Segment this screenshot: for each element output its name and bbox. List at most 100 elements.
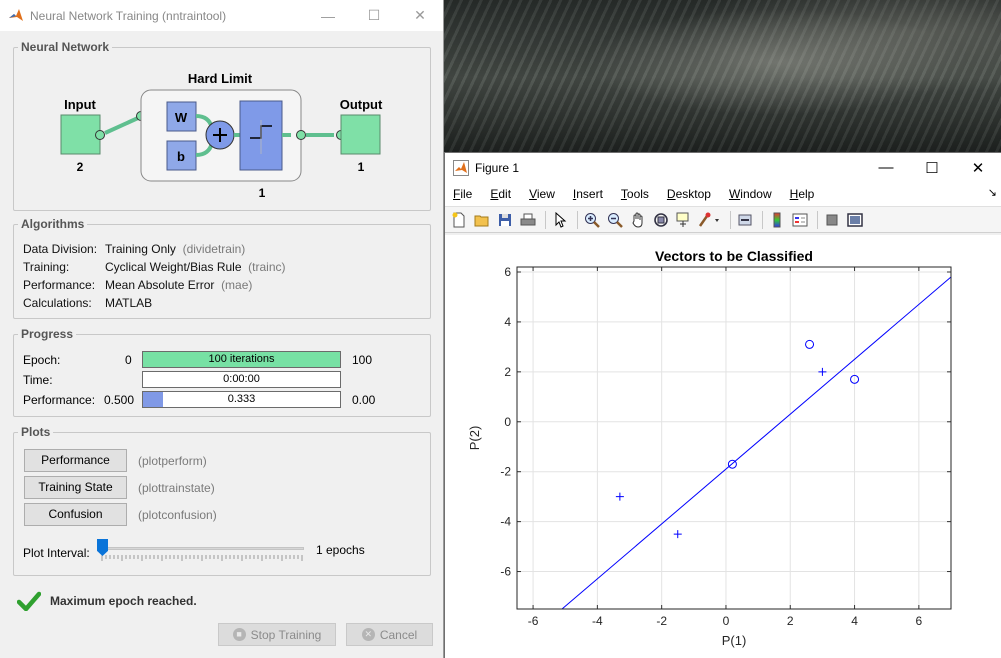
link-plot-icon[interactable]: [735, 210, 755, 230]
y-tick-label: 2: [504, 365, 511, 379]
time-bar: 0:00:00: [142, 371, 341, 388]
x-tick-label: 4: [851, 614, 858, 628]
plot-performance-button[interactable]: Performance: [24, 449, 127, 472]
row-value: Mean Absolute Error: [105, 278, 215, 292]
x-tick-label: 2: [787, 614, 794, 628]
weight-label: W: [175, 110, 188, 125]
toolbar-separator: [762, 210, 763, 229]
decision-boundary-line: [561, 276, 951, 609]
data-cursor-icon[interactable]: [674, 210, 694, 230]
chart-title: Vectors to be Classified: [655, 248, 813, 264]
menu-file[interactable]: File: [453, 187, 473, 201]
output-label: Output: [340, 97, 383, 112]
plot-interval-label: Plot Interval:: [23, 546, 90, 560]
performance-progress-fill: [143, 392, 163, 407]
maximize-button[interactable]: ☐: [367, 7, 381, 23]
brush-icon[interactable]: [697, 210, 723, 230]
plot-area: -6 -4 -2 0 2 4 6 -6 -4 -2 0 2 4 6 Vectors to be Classi…: [445, 235, 1001, 658]
epoch-start: 0: [125, 353, 132, 367]
toolbar-separator: [545, 210, 546, 229]
axes-box: [516, 266, 952, 610]
edit-plot-icon[interactable]: [550, 210, 570, 230]
toolbar-separator: [577, 210, 578, 229]
menu-desktop[interactable]: Desktop: [666, 187, 711, 201]
data-point-circle: [727, 459, 737, 469]
progress-group: Progress Epoch: 0 100 iterations 100 Tim…: [13, 327, 431, 417]
print-icon[interactable]: [518, 210, 538, 230]
window-title: Neural Network Training (nntraintool): [30, 8, 227, 23]
insert-colorbar-icon[interactable]: [767, 210, 787, 230]
plus-icon: [213, 128, 227, 142]
close-button[interactable]: ✕: [414, 7, 426, 23]
matlab-icon: [9, 8, 23, 21]
algorithm-row-division: Data Division: Training Only (dividetrai…: [23, 242, 245, 256]
y-tick-label: 4: [504, 315, 511, 329]
cancel-button[interactable]: ✕ Cancel: [346, 623, 433, 646]
menu-window[interactable]: Window: [728, 187, 772, 201]
row-value: Cyclical Weight/Bias Rule: [105, 260, 242, 274]
stop-training-label: Stop Training: [250, 627, 322, 642]
insert-legend-icon[interactable]: [790, 210, 810, 230]
plot-confusion-button[interactable]: Confusion: [24, 503, 127, 526]
row-label: Calculations:: [23, 296, 92, 310]
menu-edit[interactable]: Edit: [490, 187, 512, 201]
x-axis-label: P(1): [722, 633, 747, 648]
row-value: MATLAB: [105, 296, 153, 310]
zoom-in-icon[interactable]: [582, 210, 602, 230]
y-tick-label: 6: [504, 265, 511, 279]
group-title: Neural Network: [18, 40, 113, 54]
desktop-background: [440, 0, 1001, 155]
minimize-button[interactable]: —: [321, 7, 335, 24]
figure-minimize-button[interactable]: —: [878, 159, 894, 176]
open-file-icon[interactable]: [472, 210, 492, 230]
cancel-icon: ✕: [361, 628, 375, 641]
figure-title: Figure 1: [475, 160, 520, 175]
axes-background: [517, 267, 951, 609]
time-text: 0:00:00: [223, 373, 260, 385]
stop-training-button[interactable]: ■ Stop Training: [218, 623, 336, 646]
output-size: 1: [358, 160, 365, 174]
menu-insert[interactable]: Insert: [572, 187, 603, 201]
save-icon[interactable]: [495, 210, 515, 230]
input-size: 2: [77, 160, 84, 174]
figure-maximize-button[interactable]: ☐: [925, 159, 939, 177]
epoch-progress-bar: 100 iterations: [142, 351, 341, 368]
hide-plot-tools-icon[interactable]: [822, 210, 842, 230]
menu-tools[interactable]: Tools: [620, 187, 649, 201]
y-tick-label: -6: [500, 565, 511, 579]
dock-arrow-icon[interactable]: ↘: [987, 187, 997, 199]
algorithm-row-calculations: Calculations: MATLAB: [23, 296, 152, 310]
plot-confusion-fn: (plotconfusion): [138, 508, 217, 522]
performance-progress-bar: 0.333: [142, 391, 341, 408]
row-function: (mae): [221, 278, 253, 292]
y-tick-label: -2: [500, 465, 511, 479]
layer-size: 1: [259, 186, 266, 200]
zoom-out-icon[interactable]: [605, 210, 625, 230]
output-block: [340, 114, 381, 155]
data-point-circle: [850, 374, 860, 384]
plot-interval-slider-thumb[interactable]: [97, 539, 108, 556]
stop-icon: ■: [232, 628, 246, 641]
scatter-chart[interactable]: -6 -4 -2 0 2 4 6 -6 -4 -2 0 2 4 6 Vectors to be Classi…: [445, 235, 1001, 658]
new-figure-icon[interactable]: [449, 210, 469, 230]
show-plot-tools-icon[interactable]: [845, 210, 865, 230]
plot-interval-value: 1 epochs: [316, 543, 365, 557]
data-point-plus: [615, 492, 624, 501]
data-point-plus: [818, 367, 827, 376]
input-arrow: [104, 116, 139, 135]
y-tick-label: -4: [500, 515, 511, 529]
menu-view[interactable]: View: [529, 187, 555, 201]
y-axis-label: P(2): [467, 426, 482, 451]
figure-titlebar: Figure 1 — ☐ ✕: [445, 153, 1001, 182]
row-label: Performance:: [23, 278, 96, 292]
pan-icon[interactable]: [628, 210, 648, 230]
bias-label: b: [177, 149, 185, 164]
plot-training-state-button[interactable]: Training State: [24, 476, 127, 499]
menu-help[interactable]: Help: [789, 187, 815, 201]
epoch-progress-text: 100 iterations: [208, 353, 275, 365]
input-port: [95, 130, 105, 140]
rotate-3d-icon[interactable]: [651, 210, 671, 230]
row-value: Training Only: [105, 242, 176, 256]
figure-close-button[interactable]: ✕: [971, 159, 985, 177]
bias-block: [166, 140, 197, 171]
